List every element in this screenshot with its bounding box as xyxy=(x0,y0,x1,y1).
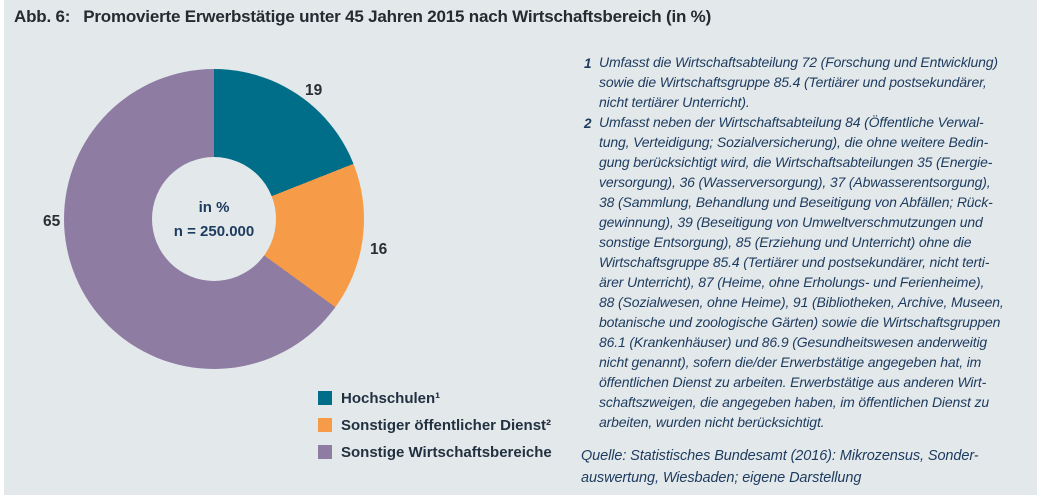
slice-value-oeffentlicher-dienst: 16 xyxy=(370,241,388,258)
legend-label: Sonstige Wirtschaftsbereiche xyxy=(341,443,552,461)
notes-column: 1 Umfasst die Wirtschaftsabteilung 72 (F… xyxy=(581,52,1033,489)
legend-swatch-orange-icon xyxy=(318,418,332,432)
legend-label: Hochschulen¹ xyxy=(341,389,441,407)
legend-item-oeffentlicher-dienst: Sonstiger öffentlicher Dienst² xyxy=(318,416,552,434)
slice-value-sonstige: 65 xyxy=(43,213,61,230)
figure-title: Abb. 6: Promovierte Erwerbstätige unter … xyxy=(14,7,711,27)
legend-item-hochschulen: Hochschulen¹ xyxy=(318,389,552,407)
legend-swatch-teal-icon xyxy=(318,391,332,405)
footnote-text: Umfasst neben der Wirtschaftsabteilung 8… xyxy=(599,114,1004,430)
footnote-1: 1 Umfasst die Wirtschaftsabteilung 72 (F… xyxy=(581,52,1033,112)
legend-label: Sonstiger öffentlicher Dienst² xyxy=(341,416,552,434)
footnote-marker: 2 xyxy=(584,116,592,131)
figure-panel: Abb. 6: Promovierte Erwerbstätige unter … xyxy=(4,0,1037,495)
donut-center-n: n = 250.000 xyxy=(173,222,255,240)
donut-center: in % n = 250.000 xyxy=(152,157,276,281)
legend-swatch-purple-icon xyxy=(318,445,332,459)
chart-legend: Hochschulen¹ Sonstiger öffentlicher Dien… xyxy=(318,389,552,461)
source-citation: Quelle: Statistisches Bundesamt (2016): … xyxy=(581,448,979,486)
footnote-text: Umfasst die Wirtschaftsabteilung 72 (For… xyxy=(599,54,998,110)
donut-center-unit: in % xyxy=(198,198,230,216)
slice-value-hochschulen: 19 xyxy=(305,82,323,99)
footnote-2: 2 Umfasst neben der Wirtschaftsabteilung… xyxy=(581,112,1033,432)
donut-chart: in % n = 250.000 xyxy=(64,69,364,369)
footnote-marker: 1 xyxy=(584,56,592,71)
legend-item-sonstige: Sonstige Wirtschaftsbereiche xyxy=(318,443,552,461)
figure-title-text: Promovierte Erwerbstätige unter 45 Jahre… xyxy=(83,7,712,26)
figure-number-label: Abb. 6: xyxy=(14,7,71,26)
